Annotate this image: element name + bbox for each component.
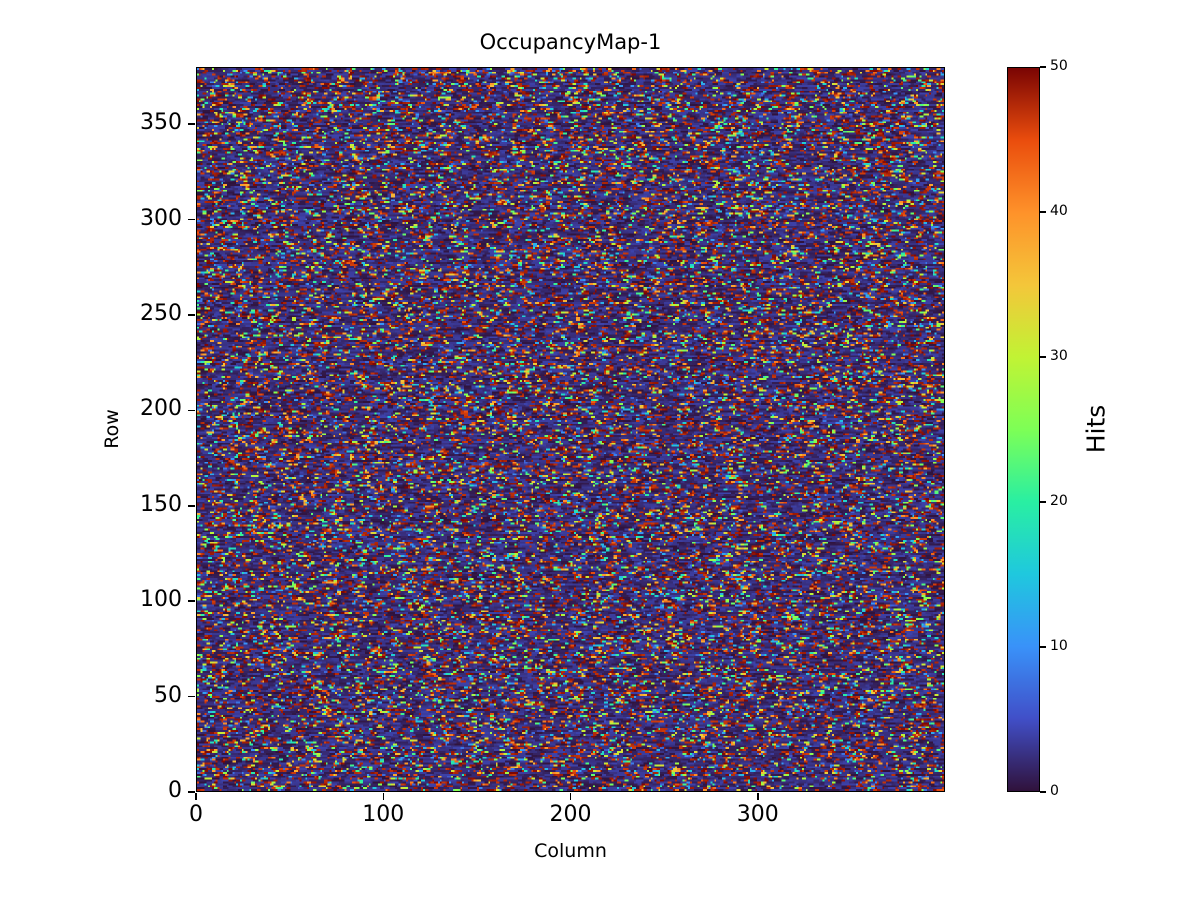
y-tick-label: 350 — [140, 110, 182, 136]
colorbar — [1007, 67, 1040, 792]
y-tick-label: 300 — [140, 205, 182, 231]
colorbar-tick-label: 0 — [1050, 783, 1059, 799]
colorbar-tick-label: 10 — [1050, 638, 1068, 654]
x-tick-mark — [569, 793, 572, 800]
colorbar-tick-mark — [1040, 501, 1046, 503]
y-tick-mark — [188, 314, 195, 316]
y-tick-label: 100 — [140, 587, 182, 613]
colorbar-tick-mark — [1040, 66, 1046, 68]
colorbar-tick-label: 50 — [1050, 58, 1068, 74]
x-axis-label: Column — [534, 840, 607, 862]
x-tick-mark — [382, 793, 384, 800]
colorbar-tick-mark — [1040, 356, 1046, 358]
colorbar-tick-mark — [1040, 646, 1046, 648]
y-tick-mark — [188, 505, 195, 507]
chart-title: OccupancyMap-1 — [479, 30, 662, 54]
x-tick-label: 100 — [362, 802, 405, 827]
x-tick-label: 300 — [736, 802, 779, 827]
x-tick-mark — [757, 793, 759, 800]
y-tick-label: 250 — [140, 301, 182, 327]
colorbar-label: Hits — [1081, 404, 1111, 454]
y-tick-mark — [188, 123, 195, 125]
colorbar-tick-mark — [1040, 211, 1046, 213]
y-tick-label: 150 — [140, 491, 182, 517]
plot-area — [196, 67, 945, 792]
colorbar-tick-label: 40 — [1050, 203, 1068, 219]
colorbar-tick-mark — [1040, 791, 1046, 793]
x-tick-label: 0 — [189, 802, 203, 827]
y-tick-label: 50 — [154, 682, 182, 708]
y-tick-label: 0 — [168, 778, 182, 803]
x-tick-mark — [195, 793, 197, 800]
y-tick-mark — [188, 791, 195, 793]
x-tick-label: 200 — [549, 802, 592, 827]
colorbar-tick-label: 20 — [1050, 493, 1068, 509]
colorbar-gradient — [1008, 68, 1039, 791]
y-axis-label: Row — [101, 409, 123, 449]
y-tick-mark — [188, 695, 195, 698]
y-tick-mark — [188, 218, 195, 221]
y-tick-mark — [188, 600, 195, 602]
heatmap-canvas — [197, 68, 944, 791]
y-tick-mark — [188, 409, 195, 412]
colorbar-tick-label: 30 — [1050, 348, 1068, 364]
